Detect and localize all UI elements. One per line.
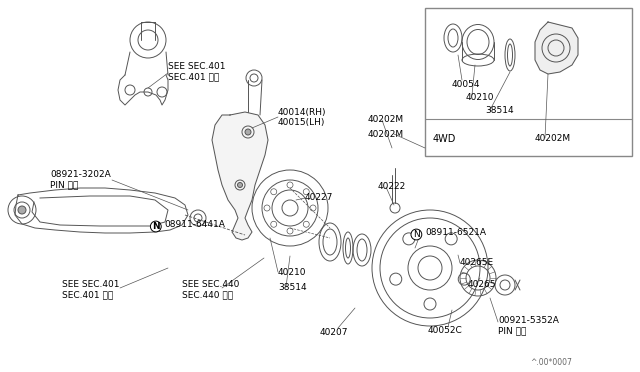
Text: N: N: [152, 222, 159, 231]
Bar: [425, 8, 632, 156]
Text: SEE SEC.401: SEE SEC.401: [62, 280, 120, 289]
Text: SEE SEC.440: SEE SEC.440: [182, 280, 239, 289]
Polygon shape: [212, 112, 268, 240]
Text: ^.00*0007: ^.00*0007: [530, 358, 572, 367]
Text: 40265E: 40265E: [460, 258, 494, 267]
Text: 40202M: 40202M: [535, 134, 571, 143]
Text: 08911-6521A: 08911-6521A: [425, 228, 486, 237]
Text: 38514: 38514: [485, 106, 514, 115]
Text: 4WD: 4WD: [433, 134, 456, 144]
Text: PIN ピン: PIN ピン: [50, 180, 78, 189]
Text: 40014(RH): 40014(RH): [278, 108, 326, 117]
Text: 08911-6441A: 08911-6441A: [164, 220, 225, 229]
Polygon shape: [535, 22, 578, 74]
Text: 40210: 40210: [278, 268, 307, 277]
Text: 38514: 38514: [278, 283, 307, 292]
Text: 40210: 40210: [466, 93, 495, 102]
Circle shape: [245, 129, 251, 135]
Text: SEE SEC.401: SEE SEC.401: [168, 62, 225, 71]
Text: 40222: 40222: [378, 182, 406, 191]
Text: 40202M: 40202M: [368, 115, 404, 124]
Text: 40227: 40227: [305, 193, 333, 202]
Text: 40265: 40265: [468, 280, 497, 289]
Text: 00921-5352A: 00921-5352A: [498, 316, 559, 325]
Text: PIN ピン: PIN ピン: [498, 326, 526, 335]
Text: N: N: [413, 230, 420, 239]
Text: 40054: 40054: [452, 80, 481, 89]
Text: SEC.440 参照: SEC.440 参照: [182, 290, 233, 299]
Text: SEC.401 参照: SEC.401 参照: [62, 290, 113, 299]
Text: 08921-3202A: 08921-3202A: [50, 170, 111, 179]
Text: 40015(LH): 40015(LH): [278, 118, 325, 127]
Text: 40202M: 40202M: [368, 130, 404, 139]
Circle shape: [237, 183, 243, 187]
Text: SEC.401 参照: SEC.401 参照: [168, 72, 220, 81]
Text: 40207: 40207: [320, 328, 349, 337]
Text: 40052C: 40052C: [428, 326, 463, 335]
Circle shape: [18, 206, 26, 214]
